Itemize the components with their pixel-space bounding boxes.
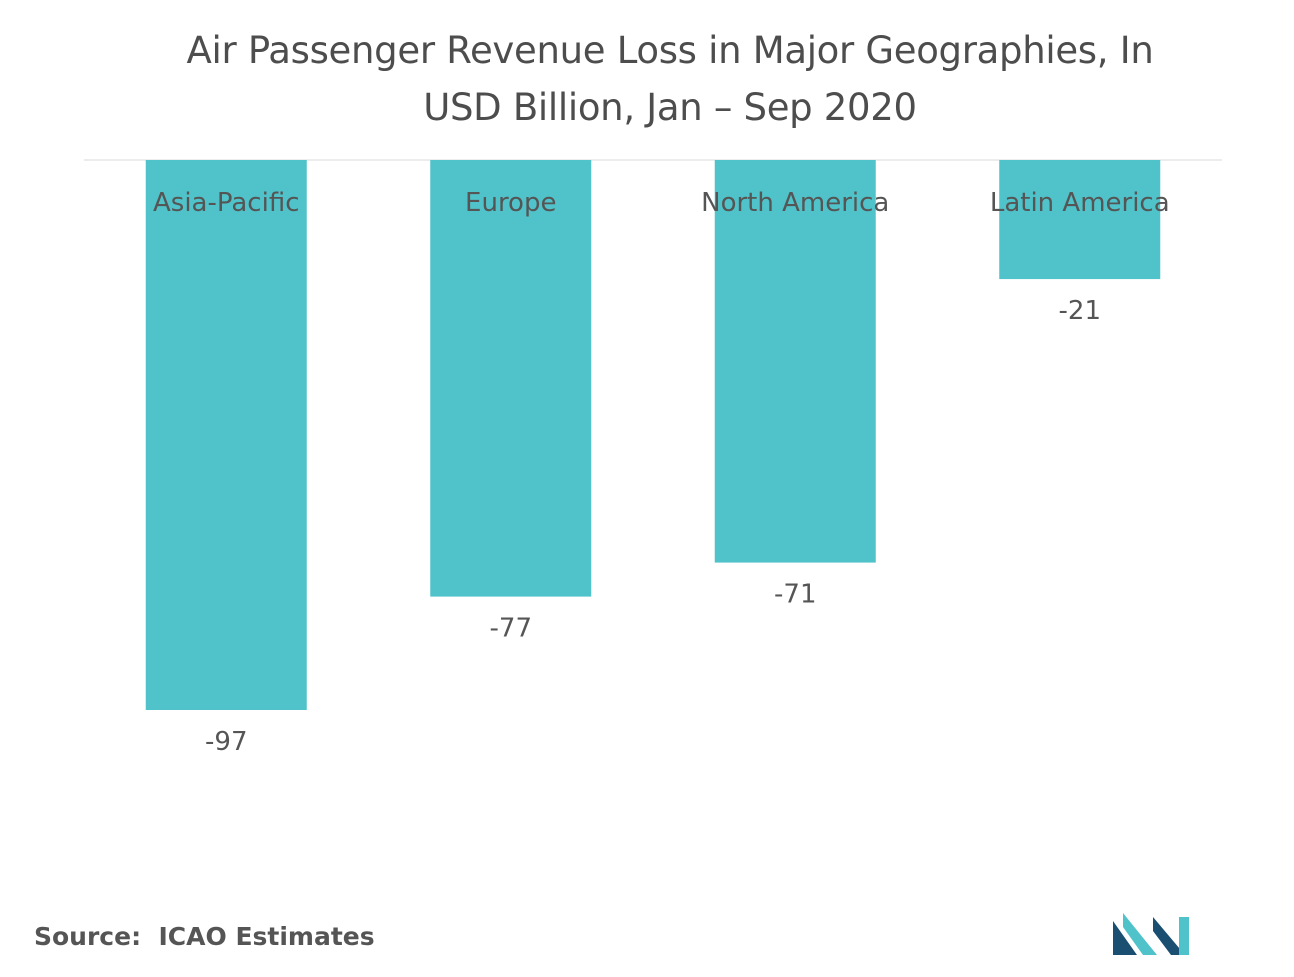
value-label-europe: -77 [490, 614, 532, 644]
value-label-latin-america: -21 [1059, 296, 1101, 326]
bar-north-america [714, 160, 876, 563]
bar-europe [430, 160, 592, 597]
source-note: Source: ICAO Estimates [34, 922, 375, 951]
category-label-north-america: North America [701, 188, 889, 218]
value-label-asia-pacific: -97 [205, 727, 247, 757]
bar-asia-pacific [145, 160, 307, 710]
value-labels-group: -97 -77 -71 -21 [205, 296, 1101, 757]
category-label-asia-pacific: Asia-Pacific [153, 188, 300, 218]
company-logo [1113, 913, 1189, 955]
logo-shape-bar [1179, 917, 1189, 955]
logo-shape-left [1113, 921, 1137, 955]
bar-latin-america [999, 160, 1161, 280]
category-label-latin-america: Latin America [990, 188, 1170, 218]
chart-title-line-2: USD Billion, Jan – Sep 2020 [423, 86, 917, 129]
category-label-europe: Europe [465, 188, 556, 218]
category-labels-group: Asia-Pacific Europe North America Latin Ame… [153, 188, 1170, 218]
logo-shape-right [1153, 917, 1185, 955]
bars-group [145, 160, 1161, 710]
chart-title: Air Passenger Revenue Loss in Major Geog… [120, 22, 1220, 136]
value-label-north-america: -71 [774, 580, 816, 610]
chart-title-line-1: Air Passenger Revenue Loss in Major Geog… [186, 29, 1154, 72]
logo-shape-mid [1123, 913, 1157, 955]
